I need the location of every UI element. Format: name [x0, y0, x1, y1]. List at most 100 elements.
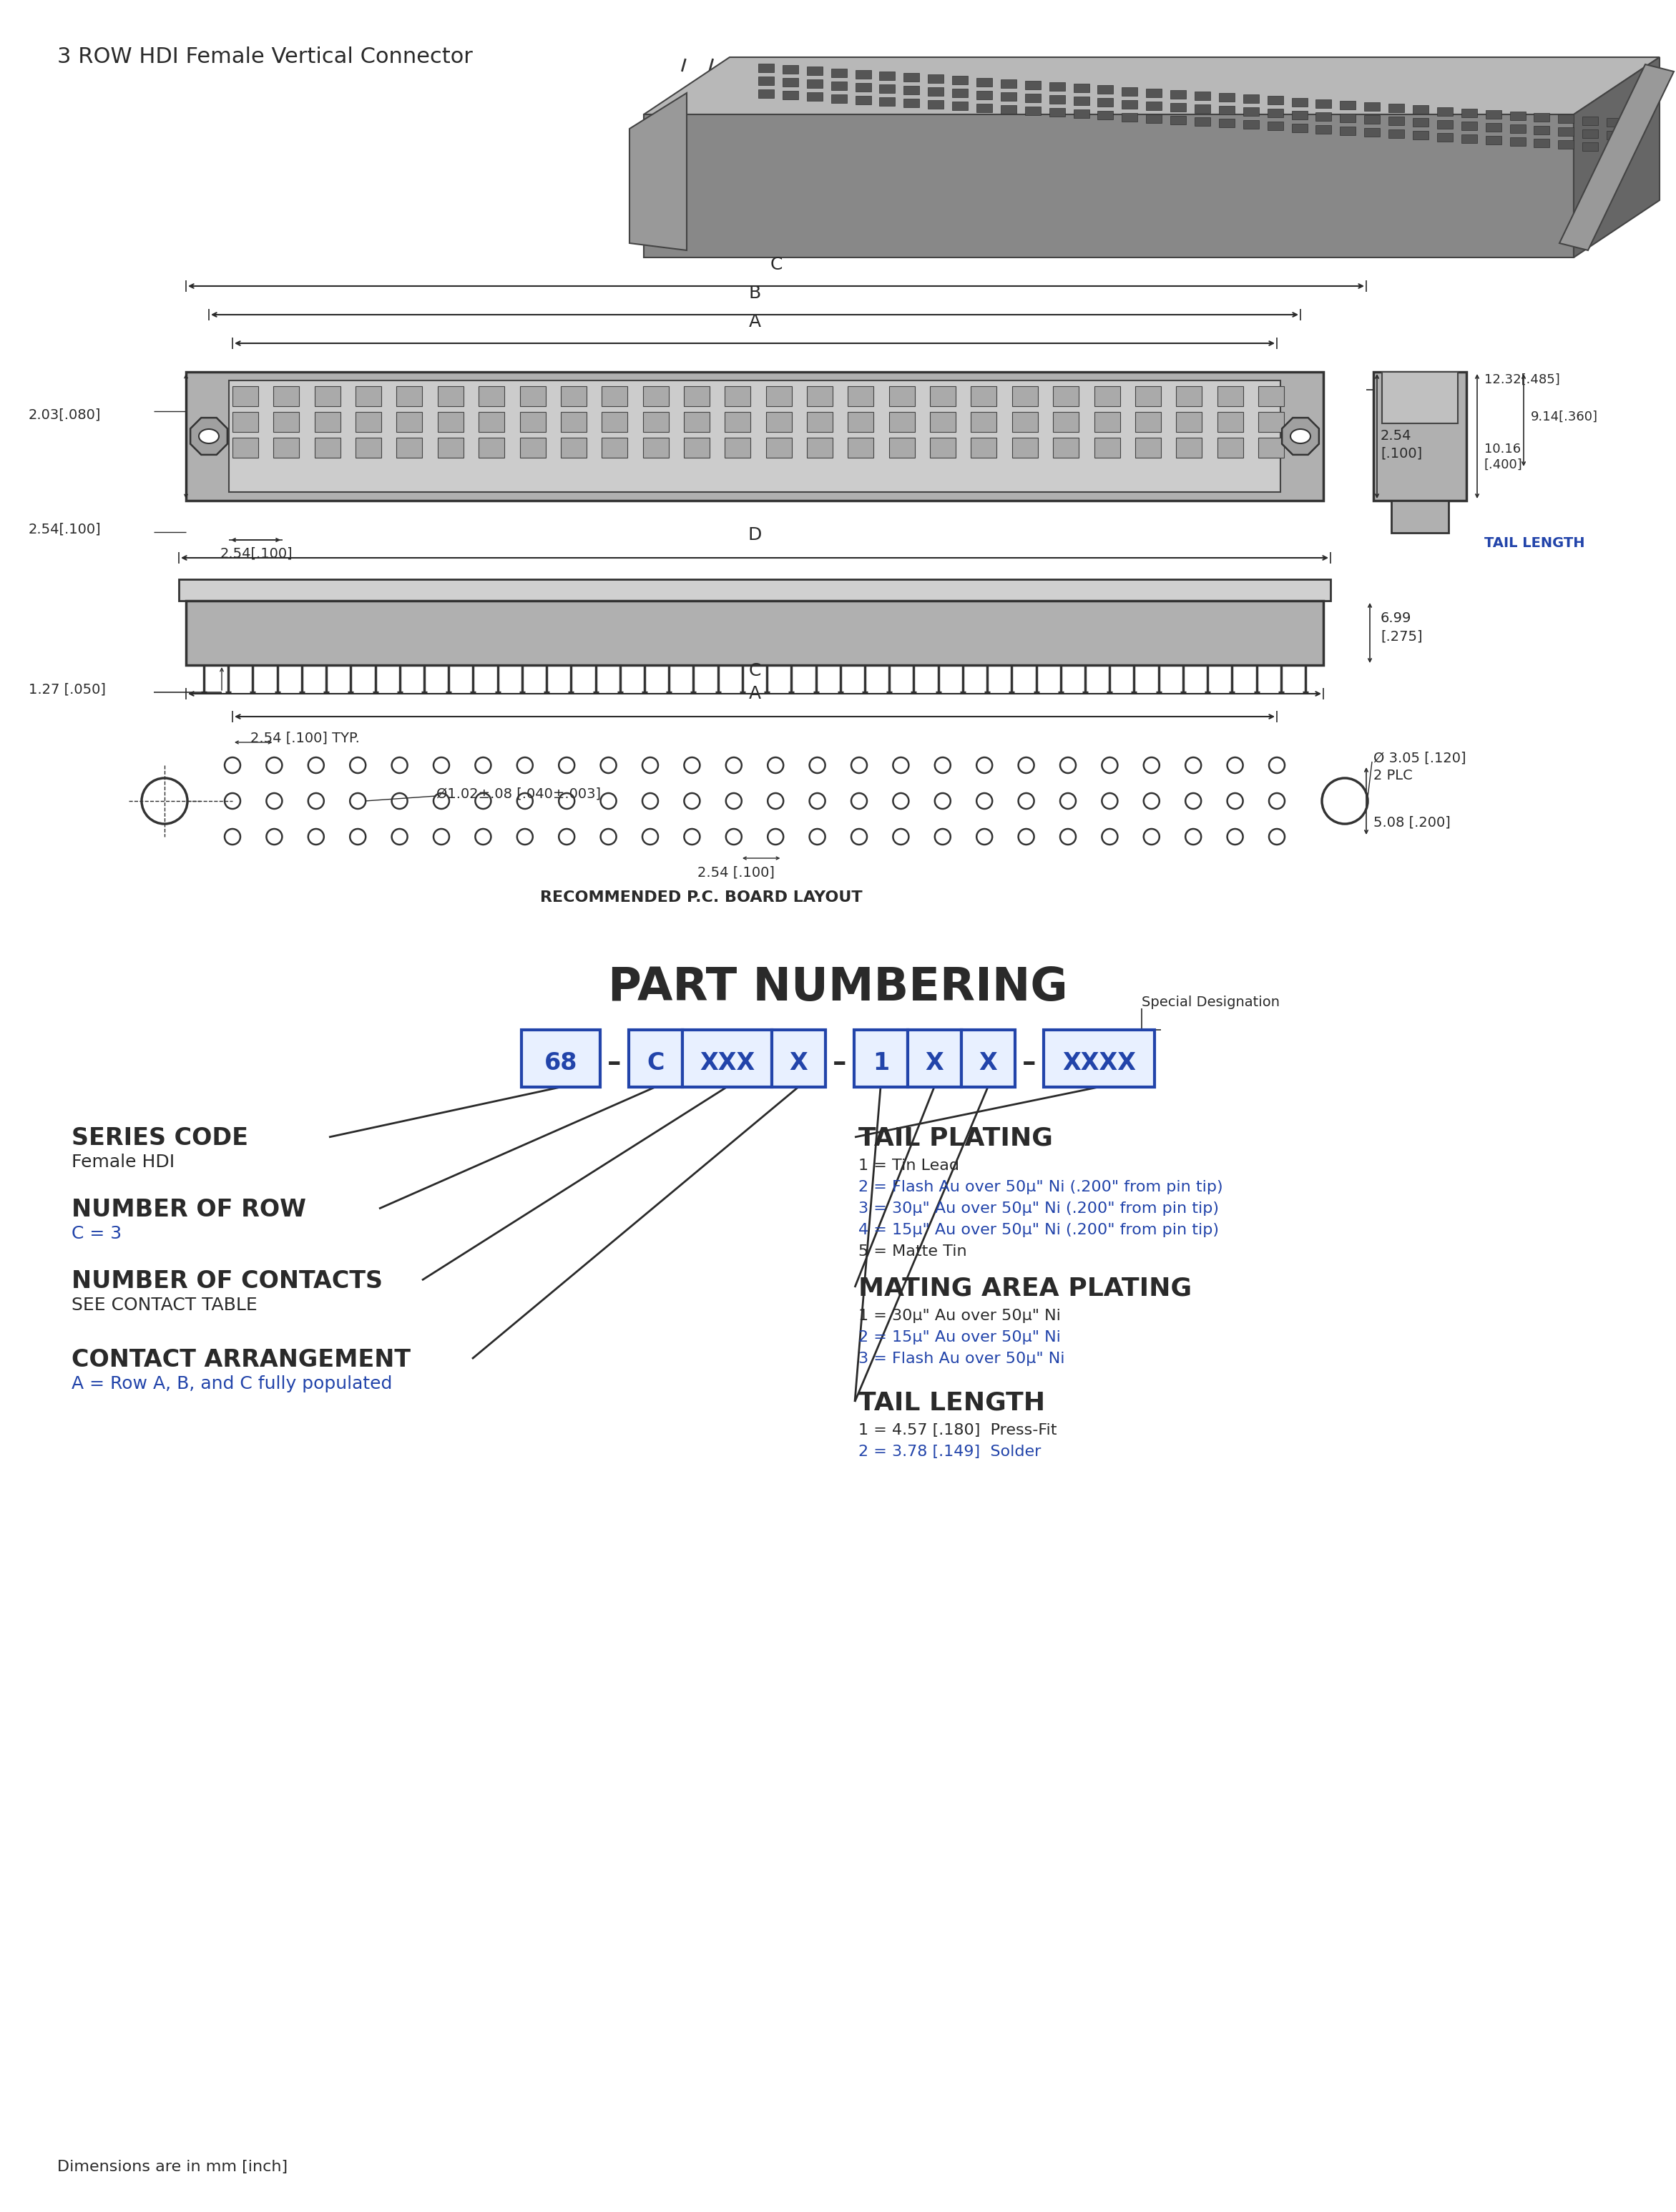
- Polygon shape: [903, 73, 920, 82]
- Polygon shape: [1146, 88, 1161, 97]
- Polygon shape: [1559, 128, 1574, 137]
- Bar: [1217, 387, 1244, 407]
- Text: –: –: [1022, 1048, 1036, 1077]
- Bar: [1135, 411, 1161, 431]
- Polygon shape: [1388, 131, 1404, 137]
- Text: PART NUMBERING: PART NUMBERING: [608, 964, 1068, 1011]
- Polygon shape: [1244, 95, 1259, 104]
- Polygon shape: [929, 100, 944, 108]
- Polygon shape: [1267, 108, 1284, 117]
- Polygon shape: [1073, 111, 1089, 117]
- Polygon shape: [1413, 106, 1428, 115]
- Bar: [1012, 438, 1037, 458]
- Bar: [930, 438, 955, 458]
- Polygon shape: [880, 97, 895, 106]
- Bar: [930, 411, 955, 431]
- Polygon shape: [1026, 106, 1041, 115]
- Polygon shape: [783, 91, 798, 100]
- Text: 2 PLC: 2 PLC: [1373, 770, 1413, 783]
- Polygon shape: [1559, 64, 1674, 250]
- Text: 2.54: 2.54: [1381, 429, 1411, 442]
- Polygon shape: [1582, 142, 1599, 150]
- Polygon shape: [1170, 91, 1187, 100]
- Bar: [355, 438, 382, 458]
- Text: [.100]: [.100]: [1381, 447, 1423, 460]
- Polygon shape: [1316, 113, 1331, 122]
- Polygon shape: [880, 84, 895, 93]
- Polygon shape: [1607, 144, 1622, 153]
- Bar: [970, 387, 997, 407]
- Bar: [1094, 411, 1120, 431]
- Text: A = Row A, B, and C fully populated: A = Row A, B, and C fully populated: [72, 1376, 392, 1391]
- Bar: [1217, 438, 1244, 458]
- Bar: [888, 387, 915, 407]
- Polygon shape: [831, 82, 846, 91]
- Text: 3 = 30μ" Au over 50μ" Ni (.200" from pin tip): 3 = 30μ" Au over 50μ" Ni (.200" from pin…: [858, 1201, 1218, 1217]
- Bar: [233, 411, 258, 431]
- Text: CONTACT ARRANGEMENT: CONTACT ARRANGEMENT: [72, 1347, 411, 1371]
- Text: X: X: [925, 1051, 944, 1075]
- Polygon shape: [1534, 113, 1550, 122]
- Polygon shape: [977, 91, 992, 100]
- Bar: [1094, 438, 1120, 458]
- Polygon shape: [929, 88, 944, 95]
- Polygon shape: [191, 418, 228, 456]
- Bar: [561, 411, 587, 431]
- Bar: [315, 411, 340, 431]
- Bar: [1383, 372, 1458, 422]
- Polygon shape: [644, 115, 1574, 257]
- Text: MATING AREA PLATING: MATING AREA PLATING: [858, 1276, 1192, 1301]
- Bar: [437, 387, 463, 407]
- Bar: [1012, 387, 1037, 407]
- Text: X: X: [979, 1051, 997, 1075]
- Text: TAIL PLATING: TAIL PLATING: [858, 1126, 1053, 1150]
- Bar: [644, 411, 669, 431]
- Text: –: –: [833, 1048, 846, 1077]
- Text: 2.03[.080]: 2.03[.080]: [28, 407, 101, 420]
- Bar: [437, 411, 463, 431]
- Text: Ø 3.05 [.120]: Ø 3.05 [.120]: [1373, 750, 1466, 765]
- Bar: [724, 411, 751, 431]
- Polygon shape: [1574, 58, 1659, 257]
- Text: 3 ROW HDI Female Vertical Connector: 3 ROW HDI Female Vertical Connector: [57, 46, 473, 66]
- Text: B: B: [749, 285, 761, 301]
- Polygon shape: [1170, 115, 1187, 124]
- Polygon shape: [952, 88, 969, 97]
- Bar: [561, 387, 587, 407]
- Polygon shape: [1001, 104, 1016, 113]
- Polygon shape: [952, 102, 969, 111]
- Polygon shape: [1364, 128, 1379, 137]
- Text: 6.99: 6.99: [1381, 611, 1411, 626]
- FancyBboxPatch shape: [1044, 1031, 1155, 1086]
- Bar: [1053, 387, 1079, 407]
- Text: Dimensions are in mm [inch]: Dimensions are in mm [inch]: [57, 2159, 288, 2174]
- Polygon shape: [1049, 108, 1064, 117]
- Polygon shape: [783, 64, 798, 73]
- Polygon shape: [977, 77, 992, 86]
- Polygon shape: [1244, 108, 1259, 115]
- Text: C: C: [749, 661, 761, 679]
- Bar: [233, 387, 258, 407]
- Polygon shape: [1049, 82, 1064, 91]
- Polygon shape: [1559, 142, 1574, 148]
- Bar: [397, 411, 422, 431]
- Polygon shape: [1146, 115, 1161, 124]
- Polygon shape: [1341, 113, 1356, 122]
- Bar: [644, 438, 669, 458]
- Text: A: A: [749, 686, 761, 701]
- Bar: [479, 438, 504, 458]
- Bar: [888, 411, 915, 431]
- Text: [.400]: [.400]: [1485, 458, 1523, 471]
- Text: 5 = Matte Tin: 5 = Matte Tin: [858, 1245, 967, 1259]
- Bar: [186, 372, 1324, 500]
- Text: 9.14[.360]: 9.14[.360]: [1530, 411, 1597, 422]
- Text: Ø1.02±.08 [.040±.003]: Ø1.02±.08 [.040±.003]: [436, 787, 602, 801]
- Text: 1 = 4.57 [.180]  Press-Fit: 1 = 4.57 [.180] Press-Fit: [858, 1422, 1058, 1438]
- Bar: [479, 411, 504, 431]
- Polygon shape: [1292, 124, 1307, 133]
- Bar: [724, 387, 751, 407]
- Polygon shape: [1146, 102, 1161, 111]
- Polygon shape: [1510, 124, 1525, 133]
- Polygon shape: [806, 93, 823, 102]
- Text: XXXX: XXXX: [1063, 1051, 1136, 1075]
